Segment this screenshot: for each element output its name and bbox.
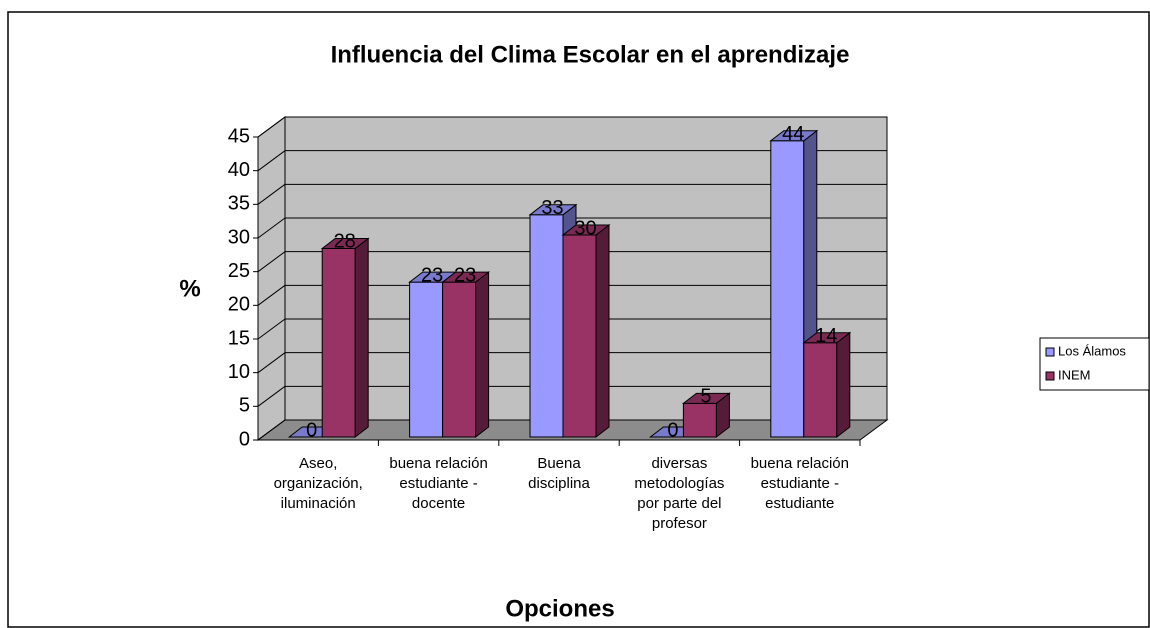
data-label: 30	[574, 217, 596, 239]
y-tick-label: 45	[228, 125, 250, 147]
side-wall	[257, 116, 286, 441]
bar-top	[320, 237, 370, 249]
x-tick-label: Aseo, organización, iluminación	[274, 455, 363, 512]
y-tick-label: 0	[239, 428, 250, 450]
bar-top	[561, 224, 611, 236]
y-tick-label: 20	[228, 294, 250, 316]
x-tick-label: Buena disciplina	[528, 455, 590, 492]
data-label: 0	[306, 419, 317, 441]
bar-front	[442, 281, 477, 438]
grid-line	[257, 385, 286, 407]
y-tick-label: 35	[228, 193, 250, 215]
legend-swatch	[1045, 347, 1055, 357]
bar-side	[595, 223, 610, 439]
x-axis-title: Opciones	[505, 595, 614, 622]
y-tick-label: 30	[228, 226, 250, 248]
grid-line	[257, 150, 286, 172]
grid-line	[257, 183, 286, 205]
bar-front	[562, 234, 597, 438]
grid-line	[257, 352, 286, 374]
bar	[320, 237, 370, 439]
bar	[561, 223, 611, 439]
bar-top	[681, 392, 731, 404]
data-label: 44	[782, 123, 804, 145]
legend-box	[1039, 337, 1150, 391]
bar-front	[409, 281, 444, 438]
data-label: 23	[454, 264, 476, 286]
bar-front	[770, 140, 805, 438]
y-tick-label: 40	[228, 159, 250, 181]
legend-label: Los Álamos	[1058, 343, 1126, 358]
x-tick-label: diversas metodologías por parte del profeso…	[634, 455, 724, 532]
bar	[802, 331, 852, 439]
grid-line	[257, 318, 286, 340]
x-tick-label: buena relación estudiante -docente	[389, 455, 487, 512]
grid-line	[257, 284, 286, 306]
bar	[769, 129, 819, 439]
bar-top	[802, 332, 852, 344]
legend-swatch	[1045, 371, 1055, 381]
data-label: 5	[700, 386, 711, 408]
x-tick-label: buena relación estudiante -estudiante	[751, 455, 849, 512]
y-axis-title: %	[179, 275, 200, 302]
data-label: 33	[541, 197, 563, 219]
data-label: 28	[334, 231, 356, 253]
bar-top	[441, 271, 491, 283]
y-tick-label: 10	[228, 361, 250, 383]
data-label: 14	[815, 325, 837, 347]
bar-side	[836, 331, 851, 439]
bar-side	[354, 237, 369, 439]
bar-front	[803, 342, 838, 438]
bar-top	[769, 130, 819, 142]
bar-front	[529, 214, 564, 438]
data-label: 23	[421, 264, 443, 286]
bar-top	[528, 204, 578, 216]
data-label: 0	[667, 419, 678, 441]
grid-line	[257, 217, 286, 239]
grid-line	[257, 419, 286, 441]
grid-line	[257, 116, 286, 138]
bar-side	[475, 271, 490, 439]
bar	[681, 392, 731, 439]
y-tick-label: 15	[228, 327, 250, 349]
y-tick-label: 25	[228, 260, 250, 282]
bar	[441, 271, 491, 439]
grid-line	[257, 251, 286, 273]
bar-front	[321, 247, 356, 438]
legend-label: INEM	[1058, 367, 1091, 382]
chart-title: Influencia del Clima Escolar en el apren…	[331, 41, 850, 68]
y-tick-label: 5	[239, 395, 250, 417]
bar-front	[682, 402, 717, 438]
